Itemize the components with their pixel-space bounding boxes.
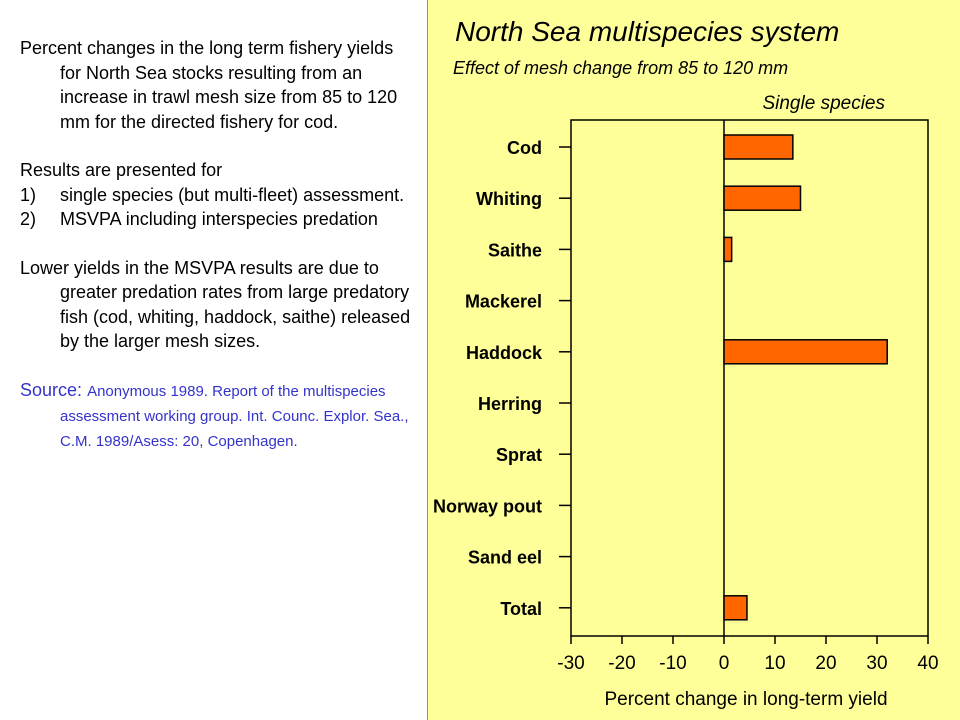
source-text: Anonymous 1989. Report of the multispeci… (60, 382, 409, 450)
x-tick-label: 20 (815, 653, 836, 674)
category-label: Sprat (496, 445, 542, 465)
intro-paragraph: Percent changes in the long term fishery… (20, 38, 398, 132)
bar (723, 236, 733, 263)
category-label: Herring (478, 394, 542, 414)
x-tick-label: -30 (557, 653, 584, 674)
x-tick-label: 30 (866, 653, 887, 674)
category-label: Haddock (466, 343, 543, 363)
x-tick-label: 40 (917, 653, 938, 674)
bar (723, 595, 748, 621)
explanation-paragraph: Lower yields in the MSVPA results are du… (20, 257, 411, 352)
source-citation: Source: Anonymous 1989. Report of the mu… (20, 378, 415, 453)
chart-subtitle: Effect of mesh change from 85 to 120 mm (453, 58, 789, 78)
category-label: Sand eel (468, 548, 542, 568)
category-label: Whiting (476, 189, 542, 209)
list-text: MSVPA including interspecies predation (60, 209, 378, 229)
x-tick-label: 0 (719, 653, 730, 674)
x-tick-label: 10 (764, 653, 785, 674)
x-tick-label: -20 (608, 653, 635, 674)
category-label: Cod (507, 138, 542, 158)
plot-frame (570, 119, 929, 637)
category-label: Norway pout (433, 496, 542, 516)
bar (723, 339, 888, 365)
bar (723, 134, 794, 160)
chart-title: North Sea multispecies system (455, 16, 840, 47)
category-label: Mackerel (465, 292, 542, 312)
category-label: Saithe (488, 240, 542, 260)
results-intro: Results are presented for (20, 160, 223, 180)
list-text: single species (but multi-fleet) assessm… (60, 184, 405, 205)
list-item-1: 1) single species (but multi-fleet) asse… (20, 183, 415, 208)
bar (723, 185, 802, 211)
legend-single-species: Single species (762, 93, 885, 114)
description-column: Percent changes in the long term fishery… (20, 36, 415, 453)
category-label: Total (500, 599, 542, 619)
list-number: 2) (20, 209, 37, 229)
list-item-2: 2) MSVPA including interspecies predatio… (20, 207, 415, 232)
x-axis-label: Percent change in long-term yield (604, 689, 887, 710)
list-number: 1) (20, 184, 37, 205)
x-tick-label: -10 (659, 653, 686, 674)
source-label: Source: (20, 379, 83, 400)
